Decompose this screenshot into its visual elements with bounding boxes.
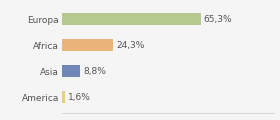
Bar <box>62 65 80 77</box>
Text: 24,3%: 24,3% <box>116 41 145 50</box>
Text: 1,6%: 1,6% <box>68 93 91 102</box>
Bar <box>62 91 65 103</box>
Bar <box>62 13 200 25</box>
Text: 8,8%: 8,8% <box>83 67 106 76</box>
Text: 65,3%: 65,3% <box>204 15 232 24</box>
Bar <box>62 39 113 51</box>
